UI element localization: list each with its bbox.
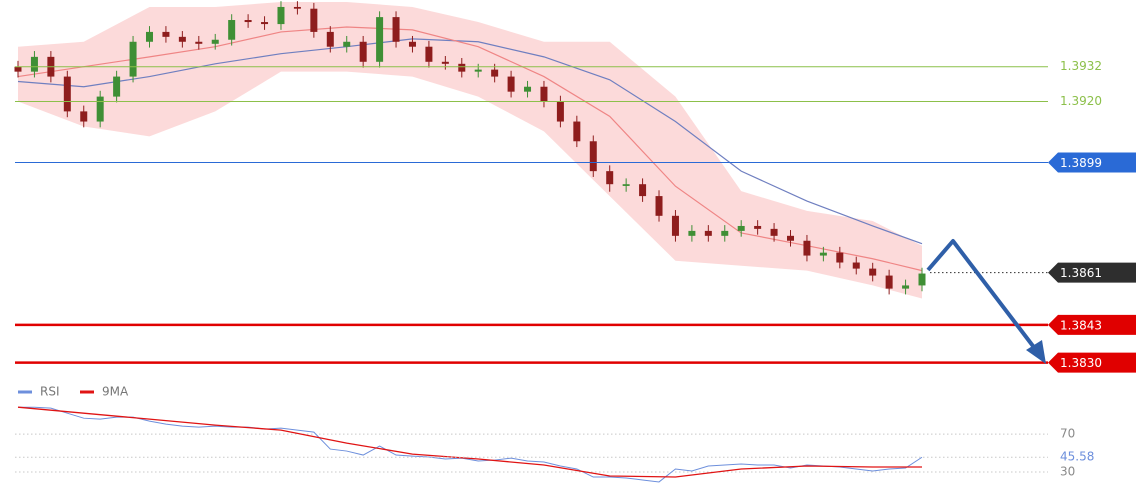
band-layer: [17, 2, 923, 299]
candle-body: [524, 86, 532, 92]
bollinger-band: [18, 2, 922, 299]
candle-body: [540, 86, 548, 102]
level-tag: [1048, 352, 1136, 373]
candle-body: [573, 121, 581, 142]
candle-body: [425, 46, 433, 62]
candle-body: [293, 6, 301, 9]
rsi-current-label: 45.58: [1060, 450, 1094, 464]
candle-body: [787, 235, 795, 241]
main-layer: 1.3932 1.3920 1.3899 1.3861 1.3843 1.3830: [14, 1, 1136, 373]
candle-body: [30, 56, 38, 72]
candle-body: [556, 101, 564, 122]
candle-body: [819, 252, 827, 256]
level-tag: [1048, 152, 1136, 173]
level-label: 1.3843: [1060, 318, 1102, 332]
candle-body: [688, 230, 696, 236]
candle-body: [96, 96, 104, 122]
candle-body: [343, 41, 351, 47]
candle-body: [441, 61, 449, 64]
candle-body: [211, 39, 219, 44]
candle-body: [902, 285, 910, 289]
rsi-series-line: [17, 406, 922, 478]
candle-body: [458, 63, 466, 72]
arrow-head: [1026, 340, 1046, 364]
candle-body: [671, 215, 679, 236]
candle-body: [310, 8, 318, 32]
candle-body: [770, 228, 778, 236]
candle-body: [80, 111, 88, 122]
candle-body: [376, 17, 384, 62]
level-label: 1.3932: [1060, 59, 1102, 73]
candle-body: [803, 240, 811, 256]
candle-body: [145, 31, 153, 42]
candle-body: [721, 230, 729, 236]
candle-body: [261, 22, 269, 25]
candle-body: [244, 20, 252, 23]
candle-body: [606, 171, 614, 185]
candle-body: [228, 20, 236, 40]
candle-body: [113, 76, 121, 97]
candle-body: [737, 225, 745, 231]
candle-body: [589, 141, 597, 172]
candle-body: [507, 76, 515, 92]
rsi-tick-label: 70: [1060, 427, 1075, 441]
candle-body: [491, 69, 499, 77]
level-label: 1.3861: [1060, 266, 1102, 280]
candle-body: [14, 66, 22, 72]
rsi-series-line: [18, 406, 923, 483]
forecast-arrow: [926, 239, 1046, 364]
candle-body: [63, 76, 71, 112]
candle-body: [639, 184, 647, 197]
legend-label: RSI: [40, 385, 60, 399]
candle-body: [162, 31, 170, 37]
candle-body: [277, 6, 285, 25]
level-label: 1.3899: [1060, 156, 1102, 170]
candle-body: [704, 230, 712, 236]
candle-body: [918, 273, 926, 286]
rsi-tick-label: 30: [1060, 465, 1075, 479]
candle-body: [852, 262, 860, 269]
candle-body: [408, 41, 416, 47]
level-label: 1.3920: [1060, 94, 1102, 108]
level-tag: [1048, 262, 1136, 283]
candle-body: [129, 41, 137, 77]
slow-ma-line: [17, 38, 923, 245]
candle-body: [836, 252, 844, 263]
fast-ma-line: [17, 26, 923, 272]
level-tag: [1048, 314, 1136, 335]
candle-body: [359, 41, 367, 62]
level-label: 1.3830: [1060, 356, 1102, 370]
candle-body: [869, 268, 877, 276]
candle-body: [754, 225, 762, 229]
candle-body: [392, 17, 400, 42]
candle-body: [326, 31, 334, 47]
candle-body: [195, 41, 203, 44]
legend-label: 9MA: [102, 385, 129, 399]
arrow-line: [926, 239, 1038, 352]
candle-body: [655, 196, 663, 216]
candle-body: [474, 69, 482, 72]
candle-body: [885, 275, 893, 289]
candle-body: [178, 36, 186, 42]
candle-body: [622, 184, 630, 186]
